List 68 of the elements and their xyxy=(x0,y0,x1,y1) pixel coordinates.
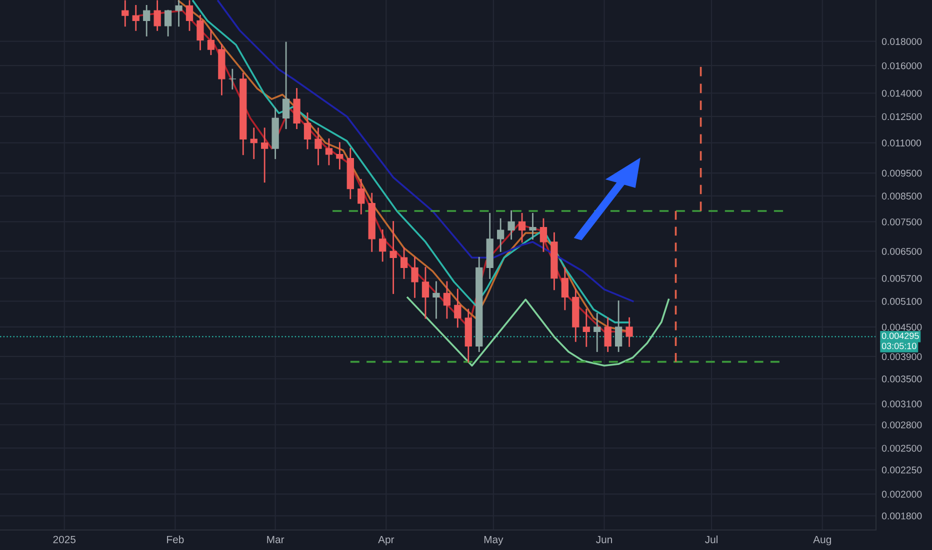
candlestick xyxy=(400,247,408,279)
candlestick xyxy=(604,317,612,352)
candlestick xyxy=(325,138,333,166)
y-tick-label: 0.002800 xyxy=(882,421,922,428)
y-tick-label: 0.014000 xyxy=(882,90,922,97)
candlestick xyxy=(411,256,418,298)
candlestick xyxy=(443,281,451,319)
candlestick xyxy=(207,30,215,56)
candlestick xyxy=(175,0,182,27)
candlestick xyxy=(314,128,322,166)
x-tick-label: May xyxy=(484,536,504,546)
candlestick xyxy=(422,267,430,319)
candlestick xyxy=(228,68,236,90)
text: 03:05:10 xyxy=(882,342,916,350)
candlestick xyxy=(432,281,440,319)
y-tick-label: 0.011000 xyxy=(882,140,922,146)
x-tick-label: Mar xyxy=(267,536,284,544)
candlestick xyxy=(164,10,172,36)
candlestick xyxy=(336,142,344,170)
y-tick-label: 0.003900 xyxy=(882,353,922,360)
candlestick xyxy=(594,312,601,352)
candlestick xyxy=(529,212,536,240)
y-tick-label: 0.007500 xyxy=(882,218,922,226)
candlestick xyxy=(261,128,268,183)
line-series xyxy=(406,296,670,367)
x-tick-label: Apr xyxy=(378,536,394,546)
candlestick xyxy=(358,178,365,214)
y-tick-label: 0.002500 xyxy=(882,444,922,452)
candlestick xyxy=(122,0,129,27)
y-tick-label: 0.001800 xyxy=(882,512,922,520)
candlestick xyxy=(379,229,386,262)
y-tick-label: 0.002250 xyxy=(882,466,922,474)
y-tick-label: 0.006500 xyxy=(882,248,922,255)
y-tick-label: 0.008500 xyxy=(882,192,922,200)
candlestick xyxy=(626,317,633,347)
y-tick-label: 0.018000 xyxy=(882,38,922,45)
y-tick-label: 0.002000 xyxy=(882,490,922,498)
y-tick-label: 0.005700 xyxy=(882,275,922,282)
candlestick xyxy=(186,0,194,31)
candlestick xyxy=(196,14,204,50)
y-tick-label: 0.003100 xyxy=(882,400,922,408)
y-tick-label: 0.004500 xyxy=(882,324,922,331)
candlestick xyxy=(143,5,150,36)
candlestick xyxy=(390,221,397,294)
y-tick-label: 0.012500 xyxy=(882,113,922,120)
candlestick xyxy=(454,288,462,328)
candlestick xyxy=(250,128,258,160)
candlestick xyxy=(282,42,290,130)
x-tick-label: Jul xyxy=(705,536,718,544)
candlestick xyxy=(614,300,622,352)
x-tick-label: 2025 xyxy=(53,536,76,544)
y-tick-label: 0.009500 xyxy=(882,170,922,177)
x-tick-label: Aug xyxy=(813,536,831,546)
candlestick xyxy=(540,218,548,252)
y-tick-label: 0.016000 xyxy=(882,62,922,70)
candlestick xyxy=(304,112,312,150)
candlestick xyxy=(132,5,140,31)
candlestick xyxy=(508,210,515,240)
candlestick xyxy=(154,0,161,31)
x-tick-label: Feb xyxy=(167,536,184,544)
ref-line-label: 0.004295 xyxy=(882,332,919,340)
y-tick-label: 0.003500 xyxy=(882,376,922,382)
candlestick xyxy=(582,308,590,347)
candlestick xyxy=(518,212,526,243)
x-tick-label: Jun xyxy=(596,536,612,544)
candlestick xyxy=(497,218,504,252)
y-tick-label: 0.005100 xyxy=(882,298,922,305)
candlestick xyxy=(561,267,568,310)
